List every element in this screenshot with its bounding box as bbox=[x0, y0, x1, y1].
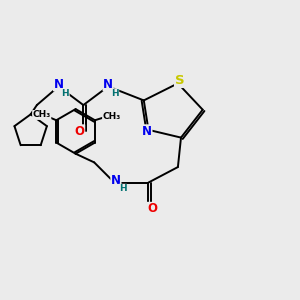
Text: H: H bbox=[119, 184, 127, 193]
Text: H: H bbox=[61, 89, 69, 98]
Text: CH₃: CH₃ bbox=[103, 112, 121, 121]
Text: CH₃: CH₃ bbox=[33, 110, 51, 119]
Text: H: H bbox=[111, 89, 119, 98]
Text: S: S bbox=[175, 74, 184, 87]
Text: N: N bbox=[103, 78, 113, 91]
Text: N: N bbox=[54, 78, 64, 91]
Text: O: O bbox=[75, 125, 85, 138]
Text: N: N bbox=[142, 125, 152, 138]
Text: O: O bbox=[147, 202, 157, 215]
Text: N: N bbox=[111, 174, 121, 187]
